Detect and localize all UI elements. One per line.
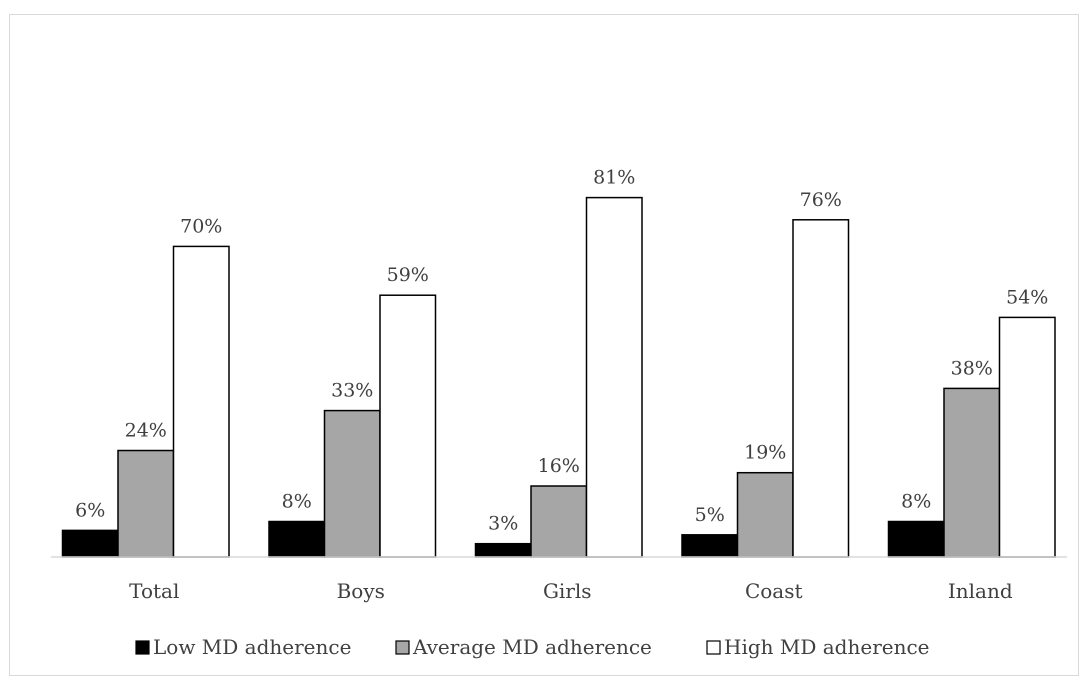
bar-inland-high [998, 316, 1056, 558]
bar-coast-low [681, 534, 739, 558]
bar-boys-high [379, 294, 437, 558]
bar-coast-high [792, 219, 850, 558]
bar-inland-low [887, 520, 945, 558]
bar-girls-low [474, 542, 532, 558]
legend-label: High MD adherence [724, 635, 930, 659]
value-label: 3% [488, 513, 518, 535]
legend-swatch [706, 640, 721, 655]
value-label: 19% [744, 442, 786, 464]
category-labels-layer: Total Boys Girls Coast Inland [129, 579, 1013, 603]
bar-girls-high [585, 196, 643, 558]
legend-item: Low MD adherence [135, 635, 351, 659]
value-label: 5% [695, 504, 725, 526]
value-label: 33% [331, 380, 373, 402]
value-label: 81% [593, 167, 635, 189]
value-label: 38% [951, 357, 993, 379]
value-label: 59% [387, 264, 429, 286]
legend-item: Average MD adherence [395, 635, 652, 659]
category-label: Girls [543, 579, 592, 603]
value-label: 16% [538, 455, 580, 477]
legend-label: Average MD adherence [412, 635, 652, 659]
bar-girls-average [530, 485, 588, 558]
legend-label: Low MD adherence [153, 635, 351, 659]
bar-boys-average [323, 409, 381, 558]
value-labels-layer: 6% 24% 70% 8% 33% 59% 3% 16% 81% 5% 19% 76% 8% 38% 54% [75, 167, 1048, 535]
value-label: 6% [75, 499, 105, 521]
bar-inland-average [943, 387, 1001, 558]
legend: Low MD adherence Average MD adherence High… [135, 635, 930, 659]
bars-layer [61, 196, 1056, 558]
value-label: 8% [282, 491, 312, 513]
bar-total-average [117, 449, 175, 558]
category-label: Boys [337, 579, 385, 603]
category-label: Inland [948, 579, 1013, 603]
bar-total-high [172, 245, 230, 558]
bar-chart: 6% 24% 70% 8% 33% 59% 3% 16% 81% 5% 19% 76% 8% 38% 54%… [51, 167, 1067, 659]
chart-frame: 6% 24% 70% 8% 33% 59% 3% 16% 81% 5% 19% 76% 8% 38% 54%… [9, 14, 1079, 676]
value-label: 24% [125, 420, 167, 442]
value-label: 54% [1006, 286, 1048, 308]
bar-total-low [61, 529, 119, 558]
category-label: Total [129, 579, 179, 603]
value-label: 8% [901, 491, 931, 513]
legend-swatch [395, 640, 410, 655]
bar-coast-average [736, 471, 794, 558]
category-label: Coast [745, 579, 803, 603]
value-label: 76% [800, 189, 842, 211]
legend-swatch [135, 640, 150, 655]
bar-boys-low [268, 520, 326, 558]
value-label: 70% [180, 215, 222, 237]
legend-item: High MD adherence [706, 635, 930, 659]
